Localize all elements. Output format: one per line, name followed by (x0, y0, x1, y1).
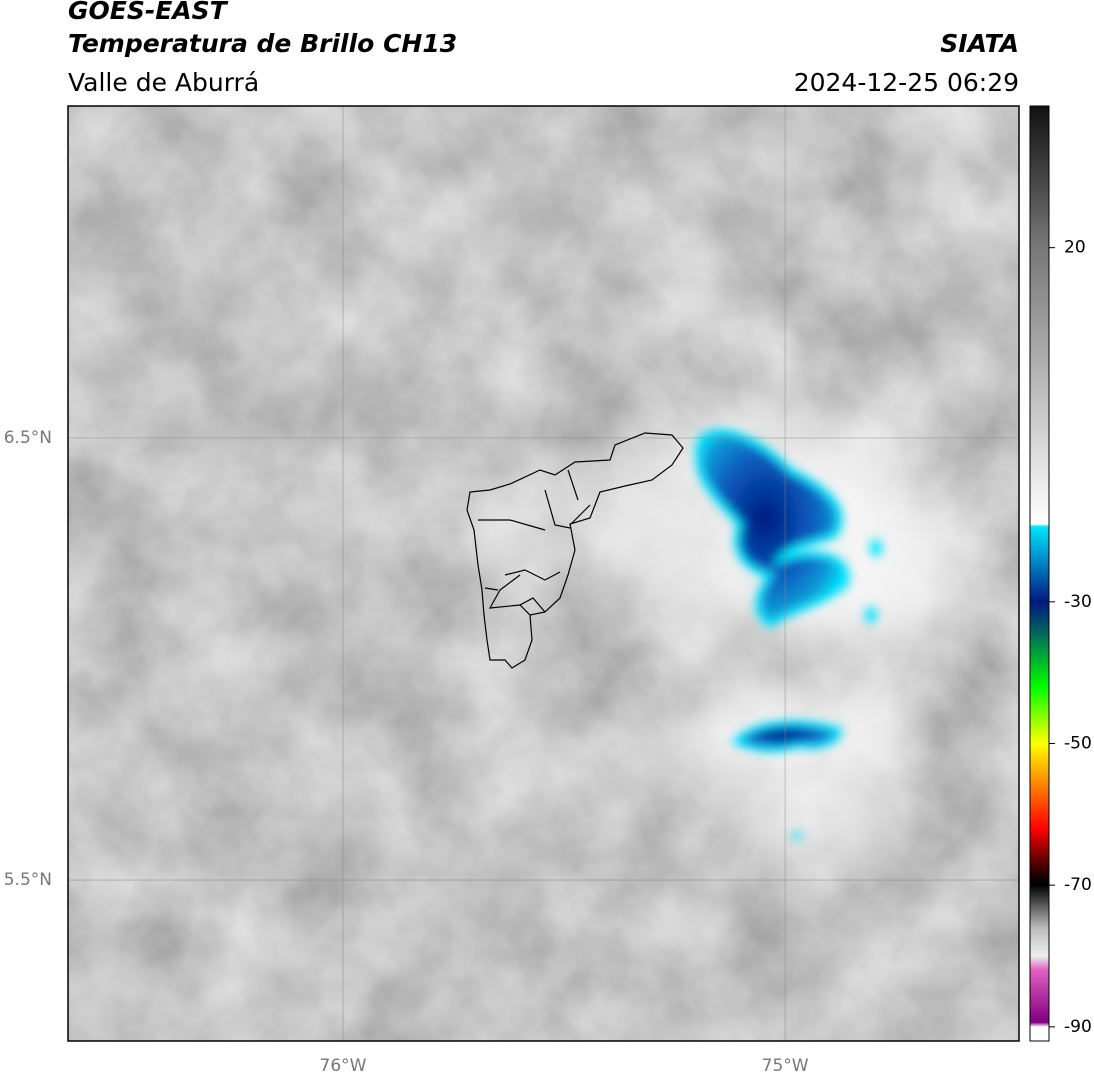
datetime: 2024-12-25 06:29 (794, 68, 1019, 97)
map (68, 106, 1019, 1041)
lat-label: 5.5°N (4, 870, 52, 890)
title: GOES-EAST (68, 0, 229, 25)
lon-label: 75°W (762, 1056, 809, 1076)
source: SIATA (940, 29, 1019, 58)
colorbar-tick-label: -50 (1064, 734, 1092, 754)
cold-tops (695, 428, 882, 839)
colorbar-tick-label: -90 (1064, 1017, 1092, 1037)
subtitle: Temperatura de Brillo CH13 (68, 29, 457, 58)
colorbar-tick-label: -30 (1064, 592, 1092, 612)
region: Valle de Aburrá (68, 68, 259, 97)
colorbar-tick-label: 20 (1064, 238, 1086, 258)
colorbar-tick-label: -70 (1064, 875, 1092, 895)
colorbar (1029, 105, 1050, 1042)
lon-label: 76°W (320, 1056, 367, 1076)
municipal-boundaries (466, 432, 684, 669)
map-frame (67, 105, 1020, 1042)
lat-label: 6.5°N (4, 428, 52, 448)
